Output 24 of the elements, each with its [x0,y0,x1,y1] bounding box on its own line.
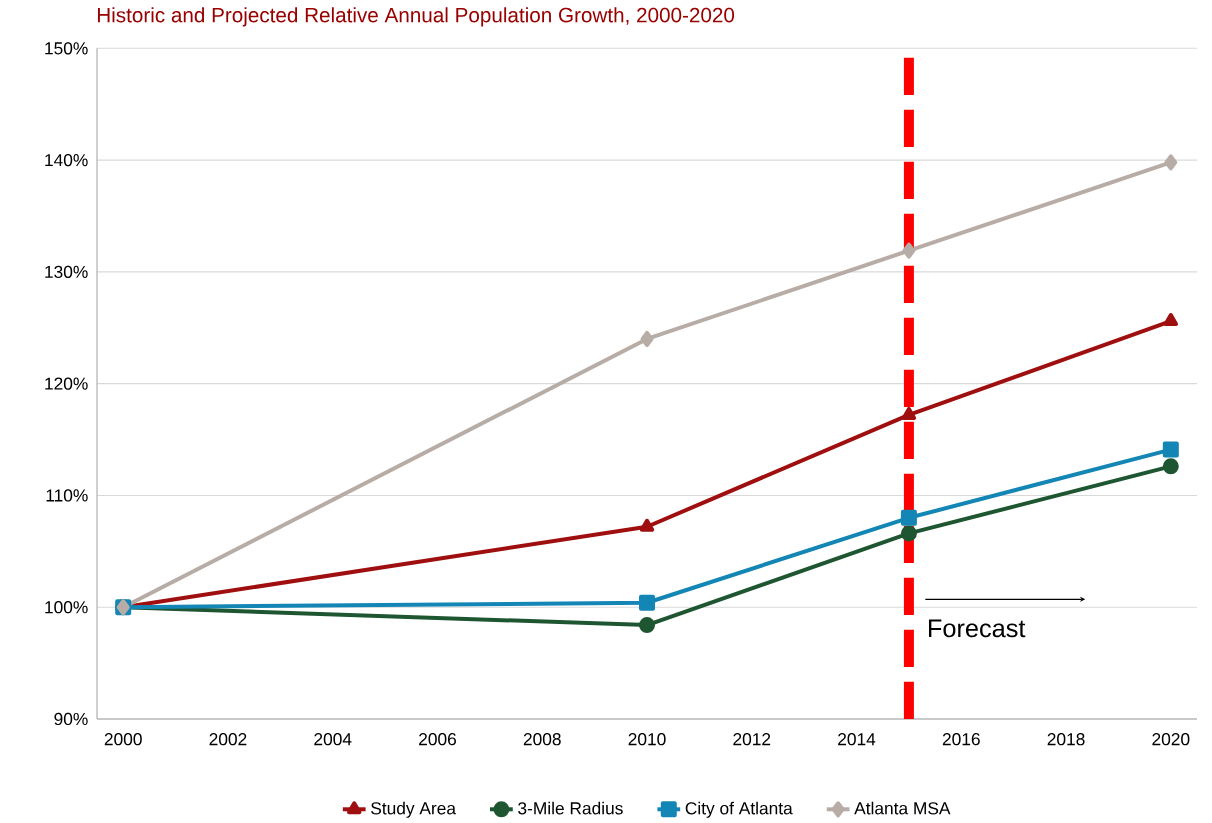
legend-label: City of Atlanta [685,801,793,818]
legend-label: 3-Mile Radius [518,801,623,815]
chart-title: Historic and Projected Relative Annual Population Growth, 2000-2020 [97,7,735,27]
x-tick-label: 2016 [942,733,980,746]
x-tick-label: 2012 [733,733,771,746]
x-tick-label: 2018 [1047,733,1085,746]
y-tick-label: 130% [45,265,88,279]
x-tick-label: 2000 [104,733,142,746]
annotation: Forecast [928,619,1026,638]
x-tick-label: 2008 [523,733,561,746]
x-tick-label: 2014 [838,733,876,746]
y-tick-label: 120% [45,377,88,390]
x-tick-label: 2020 [1152,733,1190,746]
y-tick-label: 100% [45,601,88,614]
x-tick-label: 2006 [419,733,456,746]
y-tick-label: 150% [45,42,88,55]
x-tick-label: 2004 [314,733,352,746]
y-tick-label: 140% [45,153,88,167]
x-tick-label: 2010 [628,733,666,746]
y-tick-label: 110% [46,489,88,502]
x-tick-label: 2002 [209,733,247,746]
y-tick-label: 90% [54,712,88,726]
legend-label: Study Area [371,801,456,818]
legend-label: Atlanta MSA [854,801,951,815]
